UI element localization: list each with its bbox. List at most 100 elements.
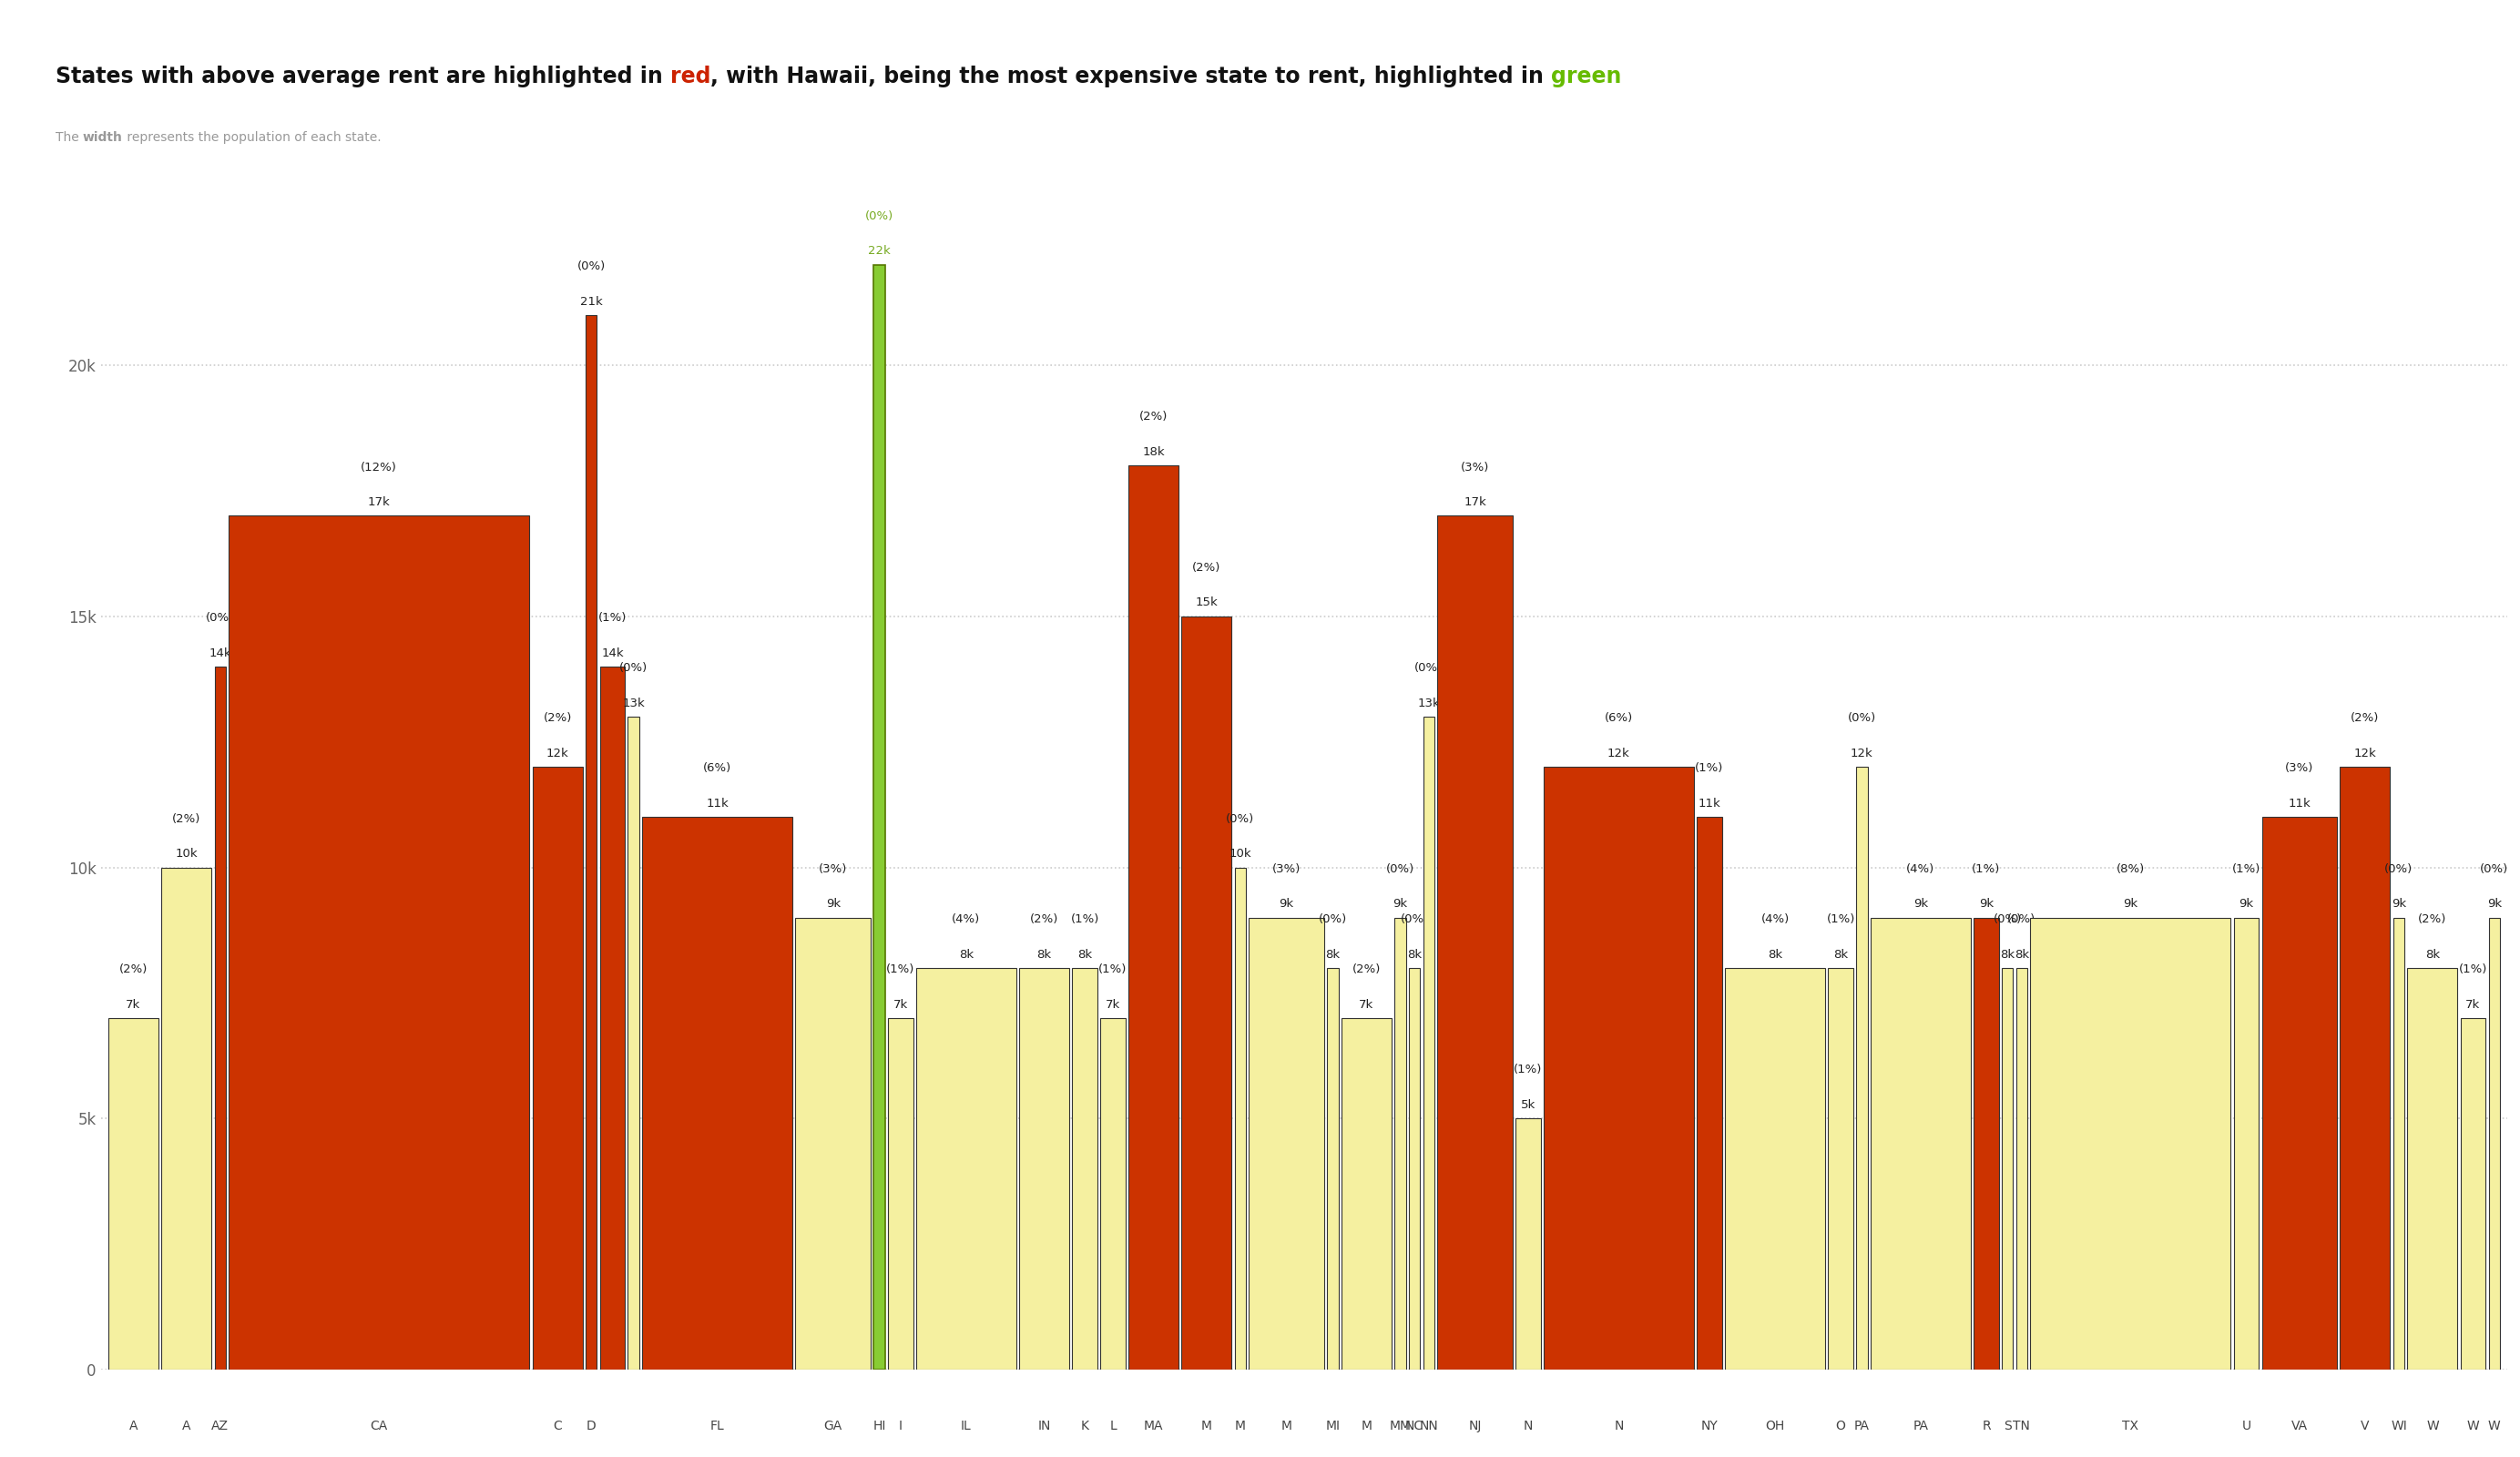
- Text: PA: PA: [1855, 1419, 1870, 1432]
- Text: (0%): (0%): [207, 612, 234, 624]
- Text: (0%): (0%): [1414, 661, 1444, 675]
- Text: MM: MM: [1389, 1419, 1411, 1432]
- Text: GA: GA: [824, 1419, 842, 1432]
- Text: 9k: 9k: [1978, 898, 1993, 911]
- Bar: [1101, 1018, 1126, 1370]
- Bar: [1870, 918, 1971, 1370]
- Text: 22k: 22k: [867, 245, 890, 258]
- Text: 11k: 11k: [2288, 798, 2311, 810]
- Text: (0%): (0%): [577, 261, 605, 272]
- Text: O: O: [1835, 1419, 1845, 1432]
- Text: V: V: [2361, 1419, 2369, 1432]
- Bar: [161, 867, 212, 1370]
- Text: HI: HI: [872, 1419, 887, 1432]
- Text: 11k: 11k: [1698, 798, 1721, 810]
- Text: NN: NN: [1419, 1419, 1439, 1432]
- Text: IL: IL: [960, 1419, 973, 1432]
- Text: , with Hawaii, being the most expensive state to rent, highlighted in: , with Hawaii, being the most expensive …: [711, 66, 1552, 87]
- Text: 9k: 9k: [1394, 898, 1409, 911]
- Text: 10k: 10k: [1230, 848, 1252, 860]
- Text: VA: VA: [2291, 1419, 2308, 1432]
- Text: (1%): (1%): [1827, 914, 1855, 925]
- Text: M: M: [1202, 1419, 1212, 1432]
- Text: M: M: [1280, 1419, 1293, 1432]
- Text: 15k: 15k: [1194, 597, 1217, 609]
- Text: 12k: 12k: [1850, 747, 1872, 759]
- Text: FL: FL: [711, 1419, 726, 1432]
- Text: 8k: 8k: [1835, 949, 1847, 960]
- Text: (3%): (3%): [1273, 863, 1300, 874]
- Bar: [1341, 1018, 1391, 1370]
- Text: represents the population of each state.: represents the population of each state.: [123, 131, 381, 144]
- Bar: [1696, 817, 1721, 1370]
- Bar: [229, 516, 529, 1370]
- Text: 12k: 12k: [547, 747, 570, 759]
- Bar: [2016, 967, 2029, 1370]
- Text: (1%): (1%): [1973, 863, 2001, 874]
- Text: 14k: 14k: [602, 647, 622, 659]
- Text: TN: TN: [2013, 1419, 2031, 1432]
- Bar: [796, 918, 872, 1370]
- Text: 9k: 9k: [1280, 898, 1293, 911]
- Text: (1%): (1%): [2460, 963, 2487, 975]
- Text: MA: MA: [1144, 1419, 1164, 1432]
- Text: 8k: 8k: [2013, 949, 2029, 960]
- Text: (1%): (1%): [1099, 963, 1126, 975]
- Text: 7k: 7k: [126, 998, 141, 1011]
- Text: (2%): (2%): [1031, 914, 1058, 925]
- Bar: [1018, 967, 1068, 1370]
- Text: 9k: 9k: [2391, 898, 2407, 911]
- Text: 11k: 11k: [706, 798, 728, 810]
- Text: 7k: 7k: [1358, 998, 1373, 1011]
- Text: C: C: [552, 1419, 562, 1432]
- Text: 17k: 17k: [368, 497, 391, 508]
- Text: A: A: [129, 1419, 139, 1432]
- Bar: [643, 817, 791, 1370]
- Text: A: A: [181, 1419, 192, 1432]
- Bar: [1182, 616, 1232, 1370]
- Text: WI: WI: [2391, 1419, 2407, 1432]
- Text: (2%): (2%): [171, 813, 202, 825]
- Text: W: W: [2487, 1419, 2500, 1432]
- Text: NY: NY: [1701, 1419, 1719, 1432]
- Bar: [1436, 516, 1512, 1370]
- Bar: [600, 666, 625, 1370]
- Text: 9k: 9k: [827, 898, 842, 911]
- Bar: [1250, 918, 1323, 1370]
- Text: (0%): (0%): [1401, 914, 1429, 925]
- Text: PA: PA: [1913, 1419, 1928, 1432]
- Text: N: N: [1613, 1419, 1623, 1432]
- Text: 8k: 8k: [2424, 949, 2439, 960]
- Bar: [2001, 967, 2013, 1370]
- Bar: [1424, 717, 1434, 1370]
- Text: (4%): (4%): [1908, 863, 1935, 874]
- Text: width: width: [83, 131, 123, 144]
- Text: (2%): (2%): [2351, 712, 2379, 724]
- Bar: [2233, 918, 2258, 1370]
- Text: (4%): (4%): [953, 914, 980, 925]
- Bar: [2031, 918, 2230, 1370]
- Text: M: M: [1361, 1419, 1371, 1432]
- Text: 9k: 9k: [1913, 898, 1928, 911]
- Text: R: R: [1981, 1419, 1991, 1432]
- Text: NC: NC: [1406, 1419, 1424, 1432]
- Text: TX: TX: [2122, 1419, 2139, 1432]
- Text: 8k: 8k: [2001, 949, 2016, 960]
- Text: (3%): (3%): [819, 863, 847, 874]
- Text: green: green: [1552, 66, 1623, 87]
- Text: 17k: 17k: [1464, 497, 1487, 508]
- Text: 8k: 8k: [958, 949, 973, 960]
- Text: (1%): (1%): [1515, 1064, 1542, 1075]
- Text: 5k: 5k: [1520, 1099, 1535, 1110]
- Text: (0%): (0%): [2480, 863, 2507, 874]
- Text: N: N: [1525, 1419, 1532, 1432]
- Text: (0%): (0%): [2384, 863, 2414, 874]
- Text: D: D: [587, 1419, 597, 1432]
- Text: (6%): (6%): [703, 762, 731, 775]
- Text: W: W: [2467, 1419, 2480, 1432]
- Text: W: W: [2427, 1419, 2439, 1432]
- Text: (0%): (0%): [2008, 914, 2036, 925]
- Text: 9k: 9k: [2124, 898, 2137, 911]
- Text: CA: CA: [370, 1419, 388, 1432]
- Text: (4%): (4%): [1761, 914, 1789, 925]
